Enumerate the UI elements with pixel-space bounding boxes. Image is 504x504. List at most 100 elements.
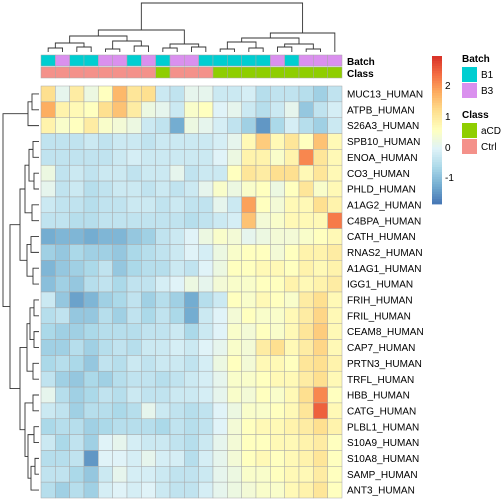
heatmap-cell [255, 434, 271, 451]
heatmap-cell [298, 339, 314, 356]
batch-legend: Batch B1 B3 [462, 54, 494, 98]
heatmap-cell [212, 323, 228, 340]
color-bar-segment [432, 70, 442, 74]
row-label: IGG1_HUMAN [347, 280, 413, 291]
heatmap-cell [184, 117, 199, 134]
heatmap-cell [126, 212, 142, 229]
color-bar-segment [432, 68, 442, 72]
heatmap-cell [155, 164, 171, 182]
heatmap-cell [227, 180, 242, 198]
color-bar-segment [432, 63, 442, 67]
dendrogram-branch [248, 47, 264, 52]
row-dendrogram [2, 93, 39, 491]
heatmap-cell [98, 117, 113, 134]
heatmap-cell [69, 164, 85, 182]
heatmap-cell [112, 386, 128, 404]
heatmap-cell [169, 307, 185, 324]
heatmap-cell [212, 466, 228, 483]
heatmap-cell [141, 481, 156, 499]
heatmap-cell [69, 101, 85, 118]
heatmap-cell [227, 418, 242, 435]
heatmap-cell [198, 481, 214, 499]
heatmap-cell [69, 323, 85, 340]
heatmap-cell [284, 434, 300, 451]
heatmap-cell [227, 339, 242, 356]
color-bar-segment [432, 117, 442, 121]
row-label: PRTN3_HUMAN [347, 359, 422, 370]
heatmap-cell [55, 481, 70, 499]
heatmap-cell [69, 481, 85, 499]
heatmap-cell [169, 212, 185, 229]
heatmap-cell [227, 466, 242, 483]
heatmap-cells [40, 85, 343, 499]
color-bar-segment [432, 105, 442, 109]
heatmap-cell [227, 228, 242, 245]
heatmap-cell [83, 275, 99, 293]
color-key-tick-2: 2 [445, 81, 451, 92]
color-key: 2 1 0 -1 [432, 56, 454, 205]
heatmap-cell [55, 355, 70, 372]
heatmap-cell [98, 307, 113, 324]
row-label: TRFL_HUMAN [347, 375, 414, 386]
color-bar-segment [432, 75, 442, 79]
heatmap-cell [184, 450, 199, 467]
heatmap-cell [313, 180, 328, 198]
heatmap-cell [327, 275, 343, 293]
heatmap-cell [313, 402, 328, 420]
heatmap-cell [112, 85, 128, 103]
heatmap-cell [169, 133, 185, 150]
heatmap-cell [69, 370, 85, 388]
heatmap-cell [255, 450, 271, 467]
heatmap-cell [298, 307, 314, 324]
heatmap-cell [227, 386, 242, 404]
heatmap-cell [55, 275, 70, 293]
heatmap-cell [184, 355, 199, 372]
heatmap-cell [40, 402, 56, 420]
heatmap-cell [284, 212, 300, 229]
heatmap-cell [141, 117, 156, 134]
heatmap-cell [40, 133, 56, 150]
color-bar-segment [432, 189, 442, 193]
heatmap-cell [98, 466, 113, 483]
heatmap-cell [40, 275, 56, 293]
class-annotation-cell [212, 66, 228, 79]
batch-annotation-cell [40, 54, 56, 67]
heatmap-cell [155, 212, 171, 229]
heatmap-cell [169, 355, 185, 372]
heatmap-cell [184, 323, 199, 340]
heatmap-cell [298, 101, 314, 118]
color-bar-segment [432, 157, 442, 160]
heatmap-cell [255, 244, 271, 261]
heatmap-cell [212, 244, 228, 261]
heatmap-cell [98, 339, 113, 356]
heatmap-cell [313, 434, 328, 451]
heatmap-cell [112, 117, 128, 134]
heatmap-cell [298, 228, 314, 245]
heatmap-cell [284, 339, 300, 356]
class-annotation-cell [112, 66, 128, 79]
heatmap-cell [40, 117, 56, 134]
heatmap-cell [155, 244, 171, 261]
class-legend: Class aCD Ctrl [462, 110, 501, 154]
heatmap-cell [227, 355, 242, 372]
color-bar-segment [432, 159, 442, 163]
row-label: MUC13_HUMAN [347, 90, 423, 101]
heatmap-cell [126, 196, 142, 214]
heatmap-cell [284, 291, 300, 309]
heatmap-cell [284, 370, 300, 388]
heatmap-cell [55, 386, 70, 404]
heatmap-cell [241, 355, 257, 372]
color-bar-segment [432, 93, 442, 96]
dendrogram-branch [27, 101, 39, 127]
heatmap-cell [270, 85, 285, 103]
heatmap-cell [198, 386, 214, 404]
color-bar-segment [432, 73, 442, 77]
heatmap-cell [313, 370, 328, 388]
heatmap-cell [212, 164, 228, 182]
heatmap-cell [98, 386, 113, 404]
heatmap-cell [241, 228, 257, 245]
heatmap-cell [184, 244, 199, 261]
heatmap-cell [198, 434, 214, 451]
dendrogram-branch [305, 48, 321, 52]
color-bar-segment [432, 194, 442, 197]
